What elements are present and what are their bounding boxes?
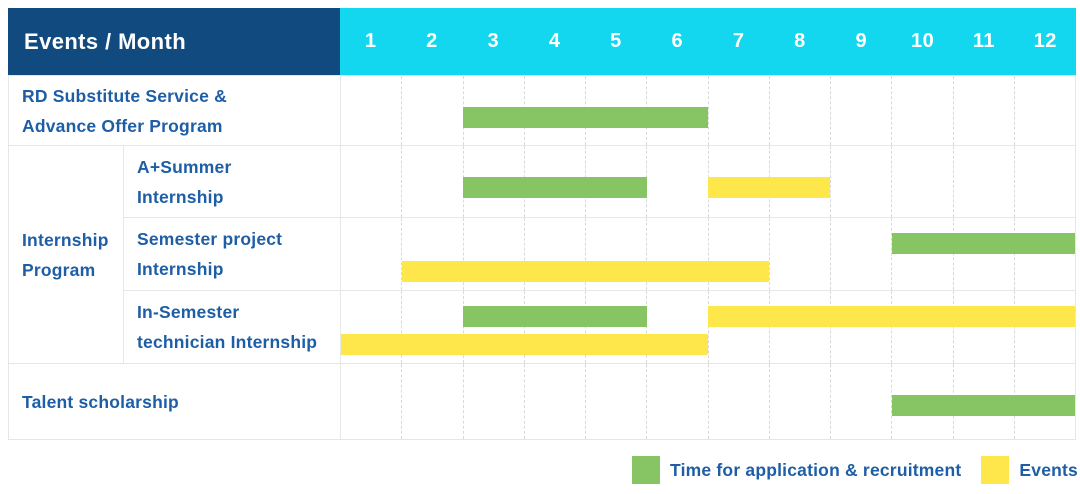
month-grid-cell: [646, 291, 707, 363]
application-recruitment-bar: [463, 306, 647, 327]
month-grid-cell: [707, 364, 769, 439]
timeline-rd-substitute: [340, 75, 1076, 145]
event-bar: [708, 306, 1075, 327]
table-header-title: Events / Month: [8, 8, 340, 75]
month-grid-cell: [830, 218, 891, 290]
month-gridlines: [341, 76, 1075, 145]
month-grid-cell: [462, 364, 524, 439]
gantt-table: Events / Month 1 2 3 4 5 6 7 8 9 10 11 12 RD Substi…: [8, 8, 1076, 440]
month-grid-cell: [891, 291, 952, 363]
month-grid-cell: [646, 218, 707, 290]
timeline-in-semester-technician-internship: [340, 290, 1076, 363]
month-grid-cell: [891, 146, 952, 217]
event-bar: [402, 261, 770, 282]
month-grid-cell: [1013, 76, 1075, 145]
month-header-cell: 5: [610, 30, 622, 52]
month-grid-cell: [891, 76, 952, 145]
month-grid-cell: [585, 291, 646, 363]
month-grid-cell: [646, 364, 707, 439]
legend-label: Events: [1019, 459, 1078, 480]
row-label-rd-substitute: RD Substitute Service & Advance Offer Pr…: [8, 75, 340, 145]
month-grid-cell: [891, 218, 952, 290]
event-color-swatch: [981, 456, 1010, 484]
row-label-in-semester-technician-internship: In-Semester technician Internship: [123, 290, 340, 363]
month-grid-cell: [952, 76, 1014, 145]
legend: Time for application & recruitment Events: [632, 456, 1078, 484]
application-recruitment-bar: [891, 395, 1075, 416]
month-gridlines: [341, 218, 1075, 290]
month-grid-cell: [341, 76, 401, 145]
month-grid-cell: [707, 218, 769, 290]
month-header-cell: 6: [671, 30, 684, 52]
month-grid-cell: [707, 76, 769, 145]
month-header-cell: 7: [732, 30, 745, 52]
application-recruitment-bar: [463, 177, 647, 198]
month-grid-cell: [707, 291, 769, 363]
legend-item-application: Time for application & recruitment: [632, 456, 961, 484]
legend-label: Time for application & recruitment: [670, 459, 962, 480]
month-grid-cell: [401, 364, 462, 439]
month-header-row: 1 2 3 4 5 6 7 8 9 10 11 12: [340, 8, 1076, 75]
month-grid-cell: [462, 218, 524, 290]
month-grid-cell: [523, 291, 585, 363]
timeline-a-summer-internship: [340, 145, 1076, 217]
month-grid-cell: [830, 364, 891, 439]
month-header-cell: 2: [426, 30, 438, 52]
month-grid-cell: [462, 76, 524, 145]
timeline-semester-project-internship: [340, 217, 1076, 290]
month-grid-cell: [462, 146, 524, 217]
month-grid-cell: [462, 291, 524, 363]
month-grid-cell: [585, 364, 646, 439]
row-label-semester-project-internship: Semester project Internship: [123, 217, 340, 290]
application-recruitment-bar: [463, 107, 708, 128]
month-grid-cell: [830, 146, 891, 217]
application-recruitment-bar: [891, 233, 1075, 254]
month-grid-cell: [768, 291, 830, 363]
month-header-cell: 3: [487, 30, 500, 52]
month-grid-cell: [952, 218, 1014, 290]
row-group-label-internship-program: Internship Program: [8, 145, 123, 363]
month-header-cell: 4: [548, 30, 561, 52]
timeline-talent-scholarship: [340, 363, 1076, 440]
month-grid-cell: [768, 218, 830, 290]
month-grid-cell: [768, 364, 830, 439]
month-grid-cell: [341, 218, 401, 290]
month-grid-cell: [401, 76, 462, 145]
month-grid-cell: [830, 76, 891, 145]
month-grid-cell: [585, 218, 646, 290]
month-header-cell: 9: [855, 30, 868, 52]
month-grid-cell: [401, 146, 462, 217]
month-grid-cell: [341, 146, 401, 217]
month-grid-cell: [768, 76, 830, 145]
event-bar: [341, 334, 708, 355]
month-grid-cell: [523, 218, 585, 290]
month-gridlines: [341, 291, 1075, 363]
month-grid-cell: [341, 364, 401, 439]
month-header-cell: 10: [910, 30, 935, 52]
month-grid-cell: [1013, 291, 1075, 363]
month-grid-cell: [1013, 218, 1075, 290]
month-grid-cell: [523, 364, 585, 439]
month-header-cell: 11: [972, 30, 996, 52]
header-title-text: Events / Month: [24, 28, 187, 54]
month-grid-cell: [401, 291, 462, 363]
month-header-cell: 8: [794, 30, 806, 52]
month-grid-cell: [1013, 146, 1075, 217]
month-grid-cell: [952, 291, 1014, 363]
month-grid-cell: [830, 291, 891, 363]
month-grid-cell: [952, 146, 1014, 217]
month-header-cell: 12: [1033, 30, 1057, 52]
legend-item-event: Events: [981, 456, 1078, 484]
event-bar: [708, 177, 831, 198]
row-label-talent-scholarship: Talent scholarship: [8, 363, 340, 440]
month-grid-cell: [646, 146, 707, 217]
month-grid-cell: [401, 218, 462, 290]
row-label-a-summer-internship: A+Summer Internship: [123, 145, 340, 217]
month-header-cell: 1: [364, 30, 377, 52]
application-color-swatch: [632, 456, 661, 484]
